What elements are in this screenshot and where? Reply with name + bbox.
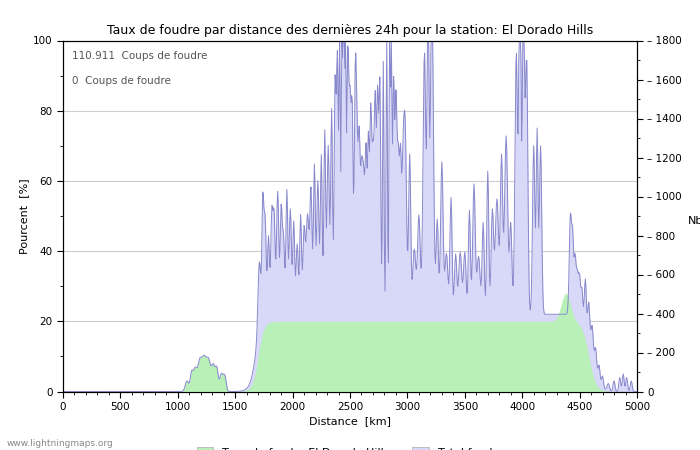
Y-axis label: Nb: Nb	[688, 216, 700, 226]
X-axis label: Distance  [km]: Distance [km]	[309, 416, 391, 426]
Text: www.lightningmaps.org: www.lightningmaps.org	[7, 439, 113, 448]
Title: Taux de foudre par distance des dernières 24h pour la station: El Dorado Hills: Taux de foudre par distance des dernière…	[107, 23, 593, 36]
Text: 110.911  Coups de foudre: 110.911 Coups de foudre	[71, 51, 207, 61]
Y-axis label: Pourcent  [%]: Pourcent [%]	[19, 178, 29, 254]
Legend: Taux de foudre El Dorado Hills, Total foudre: Taux de foudre El Dorado Hills, Total fo…	[193, 443, 508, 450]
Text: 0  Coups de foudre: 0 Coups de foudre	[71, 76, 171, 86]
